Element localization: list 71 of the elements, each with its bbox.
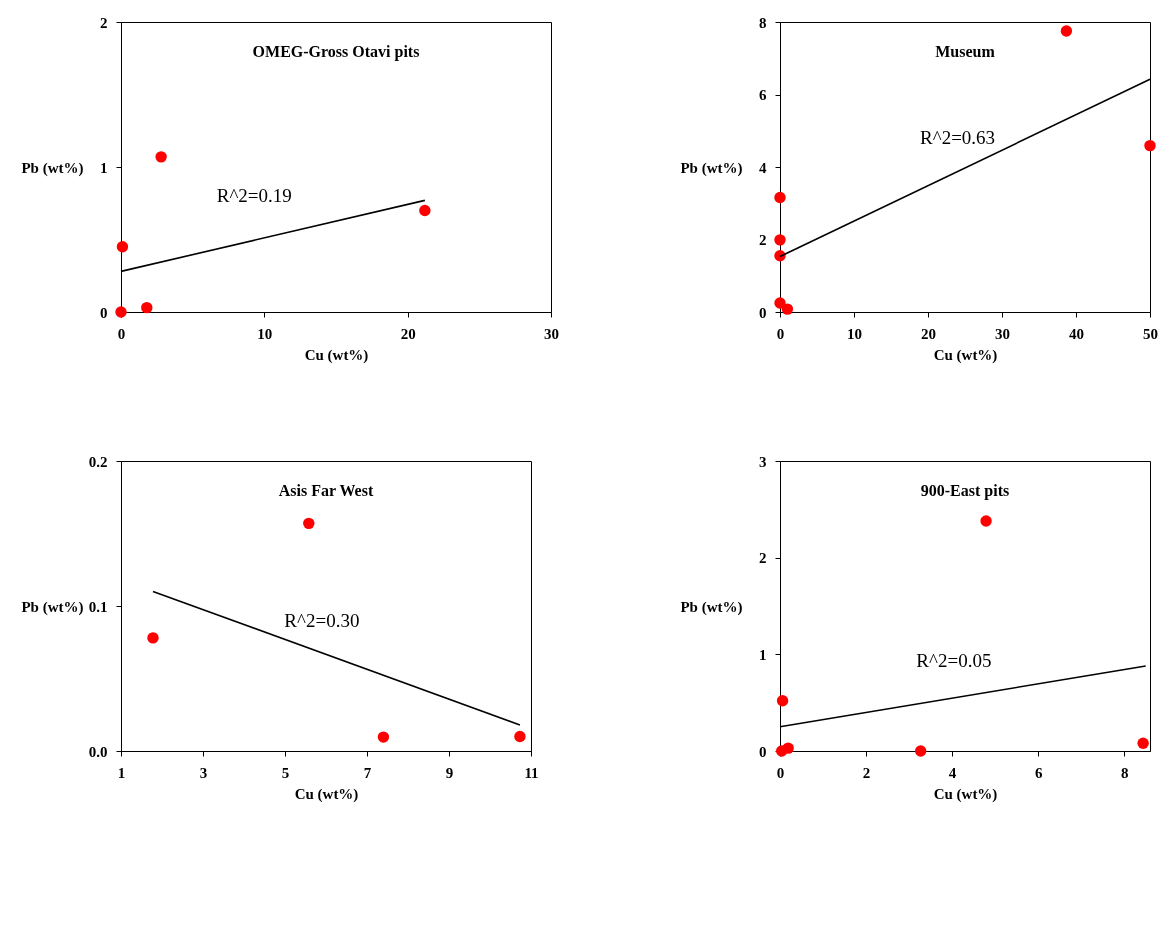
point [377, 731, 390, 743]
y-tick-label: 8 [759, 14, 767, 31]
x-tick-label: 7 [363, 764, 372, 781]
point [774, 234, 786, 246]
point [419, 204, 431, 217]
x-tick-label: 0 [117, 325, 126, 342]
y-tick-label: 0 [100, 304, 108, 321]
annotation: R^2=0.63 [920, 127, 996, 148]
x-tick-label: 5 [281, 764, 290, 781]
x-tick-label: 20 [921, 325, 936, 342]
x-axis-title: Cu (wt%) [294, 785, 359, 803]
y-tick-label: 4 [759, 159, 767, 176]
y-tick-label: 1 [100, 159, 108, 176]
point [115, 306, 127, 318]
x-axis-title: Cu (wt%) [933, 785, 998, 803]
point [155, 151, 167, 163]
x-tick-label: 8 [1120, 764, 1129, 781]
point [514, 730, 526, 743]
point [116, 241, 129, 253]
point [774, 191, 786, 204]
annotation: R^2=0.05 [916, 650, 992, 672]
y-tick-label: 2 [759, 232, 767, 248]
text: OMEG-Gross Otavi pits [252, 43, 420, 61]
x-tick-label: 0 [776, 764, 785, 781]
y-tick-label: 0 [759, 304, 767, 321]
text: Museum [935, 43, 996, 60]
x-tick-label: 2 [862, 764, 871, 781]
x-tick-label: 11 [524, 764, 539, 781]
x-tick-label: 40 [1069, 325, 1084, 342]
point [1060, 25, 1073, 37]
x-tick-label: 0 [776, 325, 785, 342]
x-tick-label: 30 [544, 325, 559, 342]
y-axis-title: Pb (wt%) [680, 598, 743, 616]
x-tick-label: 30 [995, 325, 1010, 342]
point [781, 303, 794, 315]
y-tick-label: 3 [759, 453, 767, 470]
x-tick-label: 4 [948, 764, 957, 781]
x-axis-title: Cu (wt%) [933, 346, 998, 364]
y-axis-title: Pb (wt%) [21, 598, 84, 616]
y-axis-title: Pb (wt%) [680, 159, 743, 177]
x-tick-label: 3 [199, 764, 208, 781]
x-axis-title: Cu (wt%) [304, 346, 369, 364]
point [1137, 737, 1149, 749]
x-tick-label: 10 [847, 325, 862, 342]
x-tick-label: 10 [257, 325, 273, 342]
x-tick-label: 1 [117, 764, 126, 781]
point [141, 301, 153, 314]
point [303, 517, 315, 530]
y-tick-label: 0.2 [88, 453, 108, 470]
text: Asis Far West [278, 482, 374, 499]
x-tick-label: 9 [445, 764, 454, 781]
y-tick-label: 2 [100, 14, 108, 31]
point [980, 515, 992, 527]
y-tick-label: 1 [759, 646, 767, 663]
point [776, 695, 789, 707]
y-tick-label: 2 [759, 550, 767, 567]
x-tick-label: 50 [1143, 325, 1158, 342]
text: 900-East pits [920, 482, 1010, 500]
x-tick-label: 20 [400, 325, 416, 342]
y-tick-label: 6 [759, 87, 767, 103]
point [1144, 139, 1156, 152]
y-axis-title: Pb (wt%) [21, 159, 84, 177]
point [147, 632, 159, 644]
y-tick-label: 0.0 [88, 743, 108, 760]
y-tick-label: 0 [759, 743, 767, 760]
point [782, 742, 794, 754]
annotation: R^2=0.19 [216, 185, 292, 206]
point [914, 745, 927, 757]
annotation: R^2=0.30 [284, 609, 360, 631]
x-tick-label: 6 [1034, 764, 1043, 781]
y-tick-label: 0.1 [88, 598, 108, 615]
